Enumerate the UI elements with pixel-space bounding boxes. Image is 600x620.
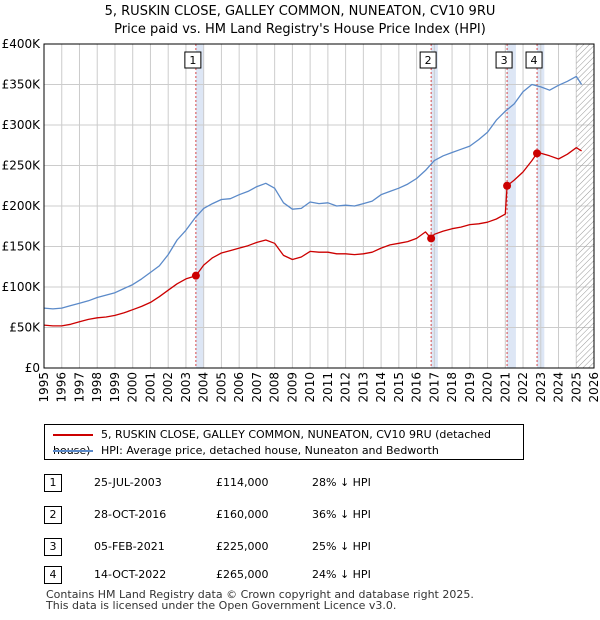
sale-point xyxy=(191,271,200,280)
sale-number-label: 4 xyxy=(531,54,538,67)
x-tick-label: 2000 xyxy=(126,372,140,403)
sale-number-label: 1 xyxy=(189,54,196,67)
transaction-price: £265,000 xyxy=(216,568,269,581)
price-chart: 1 2 3 4 £0 £50K £100K £150K £200K £250K £300K £350… xyxy=(2,37,600,403)
x-tick-label: 2002 xyxy=(161,372,175,403)
x-tick-label: 2016 xyxy=(410,372,424,403)
sale-number-label: 3 xyxy=(501,54,508,67)
footer-attribution: Contains HM Land Registry data © Crown c… xyxy=(46,589,474,611)
x-tick-label: 2013 xyxy=(356,372,370,403)
hpi-line xyxy=(43,75,583,310)
y-tick-label: £350K xyxy=(2,78,42,92)
transaction-hpi-diff: 28% ↓ HPI xyxy=(312,476,371,489)
x-tick-label: 2026 xyxy=(587,372,600,403)
sale-number-box-frame xyxy=(419,51,437,69)
property-price-line xyxy=(43,147,582,327)
transaction-hpi-diff: 25% ↓ HPI xyxy=(312,540,371,553)
transaction-hpi-diff: 36% ↓ HPI xyxy=(312,508,371,521)
transaction-price: £160,000 xyxy=(216,508,269,521)
x-tick-label: 1995 xyxy=(37,372,51,403)
y-tick-label: £150K xyxy=(2,240,42,254)
x-tick-label: 2025 xyxy=(569,372,583,403)
transaction-number: 3 xyxy=(44,538,62,556)
y-tick-label: £400K xyxy=(2,37,42,51)
sale-number-label: 2 xyxy=(425,54,432,67)
x-tick-label: 2022 xyxy=(516,372,530,403)
y-tick-label: £250K xyxy=(2,159,42,173)
legend-swatch-hpi xyxy=(53,450,93,452)
y-tick-label: £300K xyxy=(2,118,42,132)
x-tick-label: 1999 xyxy=(108,372,122,403)
sale-point xyxy=(503,181,512,190)
x-tick-label: 2015 xyxy=(392,372,406,403)
x-tick-label: 1997 xyxy=(72,372,86,403)
sale-number-box-frame xyxy=(184,51,202,69)
sale-number-box: 4 xyxy=(525,51,543,69)
x-tick-label: 2004 xyxy=(197,372,211,403)
chart-subtitle: Price paid vs. HM Land Registry's House … xyxy=(114,22,486,37)
transaction-row: 4 14-OCT-2022 £265,000 24% ↓ HPI xyxy=(44,566,544,584)
transaction-date: 14-OCT-2022 xyxy=(94,568,167,581)
x-tick-label: 2019 xyxy=(463,372,477,403)
legend-swatch-property xyxy=(53,434,93,436)
x-tick-label: 2017 xyxy=(427,372,441,403)
legend-item-hpi: HPI: Average price, detached house, Nune… xyxy=(53,443,439,459)
transaction-date: 28-OCT-2016 xyxy=(94,508,167,521)
y-tick-label: £0 xyxy=(25,361,40,375)
x-tick-label: 2018 xyxy=(445,372,459,403)
transaction-date: 05-FEB-2021 xyxy=(94,540,165,553)
legend-label-hpi: HPI: Average price, detached house, Nune… xyxy=(101,444,439,457)
x-tick-label: 2024 xyxy=(552,372,566,403)
footer-line-1: Contains HM Land Registry data © Crown c… xyxy=(46,588,474,601)
y-tick-label: £100K xyxy=(2,280,42,294)
sale-number-box: 3 xyxy=(495,51,513,69)
x-tick-label: 2021 xyxy=(498,372,512,403)
legend-item-property: 5, RUSKIN CLOSE, GALLEY COMMON, NUNEATON… xyxy=(53,427,523,457)
transaction-number: 1 xyxy=(44,474,62,492)
transaction-row: 2 28-OCT-2016 £160,000 36% ↓ HPI xyxy=(44,506,544,524)
sale-point xyxy=(533,149,542,158)
transaction-row: 3 05-FEB-2021 £225,000 25% ↓ HPI xyxy=(44,538,544,556)
transaction-date: 25-JUL-2003 xyxy=(94,476,162,489)
x-tick-label: 2007 xyxy=(250,372,264,403)
sale-number-box-frame xyxy=(525,51,543,69)
chart-title: 5, RUSKIN CLOSE, GALLEY COMMON, NUNEATON… xyxy=(104,4,496,19)
x-tick-label: 2006 xyxy=(232,372,246,403)
sale-number-box: 2 xyxy=(419,51,437,69)
x-tick-label: 2001 xyxy=(143,372,157,403)
transaction-price: £114,000 xyxy=(216,476,269,489)
y-tick-label: £200K xyxy=(2,199,42,213)
x-tick-label: 2023 xyxy=(534,372,548,403)
transaction-hpi-diff: 24% ↓ HPI xyxy=(312,568,371,581)
y-tick-label: £50K xyxy=(9,321,41,335)
transaction-row: 1 25-JUL-2003 £114,000 28% ↓ HPI xyxy=(44,474,544,492)
plot-frame xyxy=(43,43,595,369)
x-tick-label: 2003 xyxy=(179,372,193,403)
x-tick-label: 1996 xyxy=(55,372,69,403)
sale-point xyxy=(427,234,436,243)
sale-number-box: 1 xyxy=(184,51,202,69)
forecast-hatch-region xyxy=(576,44,594,368)
x-tick-label: 2011 xyxy=(321,372,335,403)
x-tick-label: 2005 xyxy=(214,372,228,403)
x-tick-label: 2012 xyxy=(339,372,353,403)
transaction-number: 4 xyxy=(44,566,62,584)
transaction-price: £225,000 xyxy=(216,540,269,553)
x-tick-label: 1998 xyxy=(90,372,104,403)
x-tick-label: 2010 xyxy=(303,372,317,403)
transaction-number: 2 xyxy=(44,506,62,524)
legend: 5, RUSKIN CLOSE, GALLEY COMMON, NUNEATON… xyxy=(44,424,524,460)
sale-number-box-frame xyxy=(495,51,513,69)
x-tick-label: 2008 xyxy=(268,372,282,403)
x-tick-label: 2014 xyxy=(374,372,388,403)
footer-line-2: This data is licensed under the Open Gov… xyxy=(46,599,397,612)
x-tick-label: 2020 xyxy=(481,372,495,403)
x-tick-label: 2009 xyxy=(285,372,299,403)
